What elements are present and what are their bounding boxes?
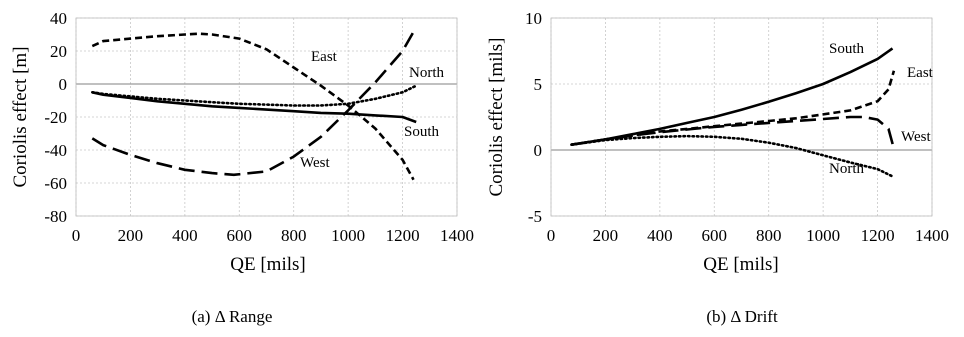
x-tick-label: 1000: [331, 226, 365, 245]
x-tick-label: 1400: [915, 226, 949, 245]
series-line-south: [571, 47, 894, 146]
x-tick-label: 0: [547, 226, 556, 245]
x-tick-label: 800: [756, 226, 782, 245]
series-label-south: South: [829, 41, 865, 57]
range-chart: 0 200 400 600 800 1000 1200 140040200-20-40-60-…: [10, 9, 474, 326]
y-tick-label: 10: [525, 9, 542, 28]
series-line-west: [571, 115, 896, 150]
y-tick-label: -80: [44, 207, 67, 226]
x-tick-label: 1400: [440, 226, 474, 245]
series-label-west: West: [901, 129, 931, 145]
chart-caption: (b) Δ Drift: [706, 307, 778, 326]
y-tick-label: 0: [534, 141, 543, 160]
x-tick-label: 1200: [861, 226, 895, 245]
series-line-south: [92, 91, 417, 124]
series-label-south: South: [404, 124, 440, 140]
y-tick-label: 20: [50, 42, 67, 61]
x-tick-label: 800: [281, 226, 307, 245]
x-tick-label: 600: [702, 226, 728, 245]
y-tick-label: -60: [44, 174, 67, 193]
y-tick-label: -40: [44, 141, 67, 160]
series-line-north: [570, 134, 894, 178]
x-tick-label: 200: [593, 226, 619, 245]
x-tick-label: 400: [647, 226, 673, 245]
series-line-east: [91, 32, 415, 181]
series-label-north: North: [829, 161, 864, 177]
series-line-east: [571, 70, 896, 146]
x-tick-label: 0: [72, 226, 81, 245]
y-axis-title: Coriolis effect [mils]: [486, 37, 507, 196]
series-label-west: West: [300, 155, 330, 171]
x-axis-title: QE [mils]: [703, 254, 778, 275]
drift-chart: 0 200 400 600 800 1000 1200 1400 10 5 0 -5 Coriolis …: [486, 9, 949, 326]
x-tick-label: 400: [172, 226, 198, 245]
series-line-north: [91, 84, 418, 107]
x-axis-title: QE [mils]: [230, 254, 305, 275]
y-tick-label: -20: [44, 108, 67, 127]
series-label-east: East: [907, 65, 934, 81]
series-label-north: North: [409, 65, 444, 81]
x-tick-label: 1200: [386, 226, 420, 245]
y-tick-label: -5: [528, 207, 542, 226]
plot-frame: [75, 17, 458, 217]
chart-caption: (a) Δ Range: [192, 307, 273, 326]
series-label-east: East: [311, 49, 338, 65]
y-tick-label: 40: [50, 9, 67, 28]
y-axis-title: Coriolis effect [m]: [10, 46, 31, 187]
y-tick-label: 0: [59, 75, 68, 94]
series-line-west: [91, 28, 416, 177]
plot-frame: [550, 17, 933, 217]
x-tick-label: 1000: [806, 226, 840, 245]
x-tick-label: 600: [227, 226, 253, 245]
x-tick-label: 200: [118, 226, 144, 245]
y-tick-label: 5: [534, 75, 543, 94]
